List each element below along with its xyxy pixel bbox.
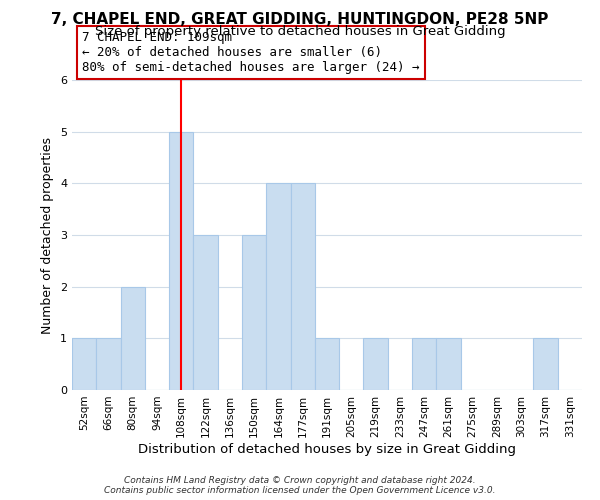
Bar <box>533 338 558 390</box>
Bar <box>315 338 339 390</box>
Bar <box>193 235 218 390</box>
Text: 7, CHAPEL END, GREAT GIDDING, HUNTINGDON, PE28 5NP: 7, CHAPEL END, GREAT GIDDING, HUNTINGDON… <box>52 12 548 28</box>
Bar <box>412 338 436 390</box>
Text: Size of property relative to detached houses in Great Gidding: Size of property relative to detached ho… <box>95 25 505 38</box>
Bar <box>121 286 145 390</box>
Bar <box>290 184 315 390</box>
Bar <box>169 132 193 390</box>
Bar <box>436 338 461 390</box>
Text: Contains HM Land Registry data © Crown copyright and database right 2024.
Contai: Contains HM Land Registry data © Crown c… <box>104 476 496 495</box>
Bar <box>72 338 96 390</box>
Text: 7 CHAPEL END: 109sqm
← 20% of detached houses are smaller (6)
80% of semi-detach: 7 CHAPEL END: 109sqm ← 20% of detached h… <box>82 31 420 74</box>
Bar <box>242 235 266 390</box>
Bar <box>266 184 290 390</box>
Bar <box>364 338 388 390</box>
X-axis label: Distribution of detached houses by size in Great Gidding: Distribution of detached houses by size … <box>138 442 516 456</box>
Y-axis label: Number of detached properties: Number of detached properties <box>41 136 55 334</box>
Bar <box>96 338 121 390</box>
